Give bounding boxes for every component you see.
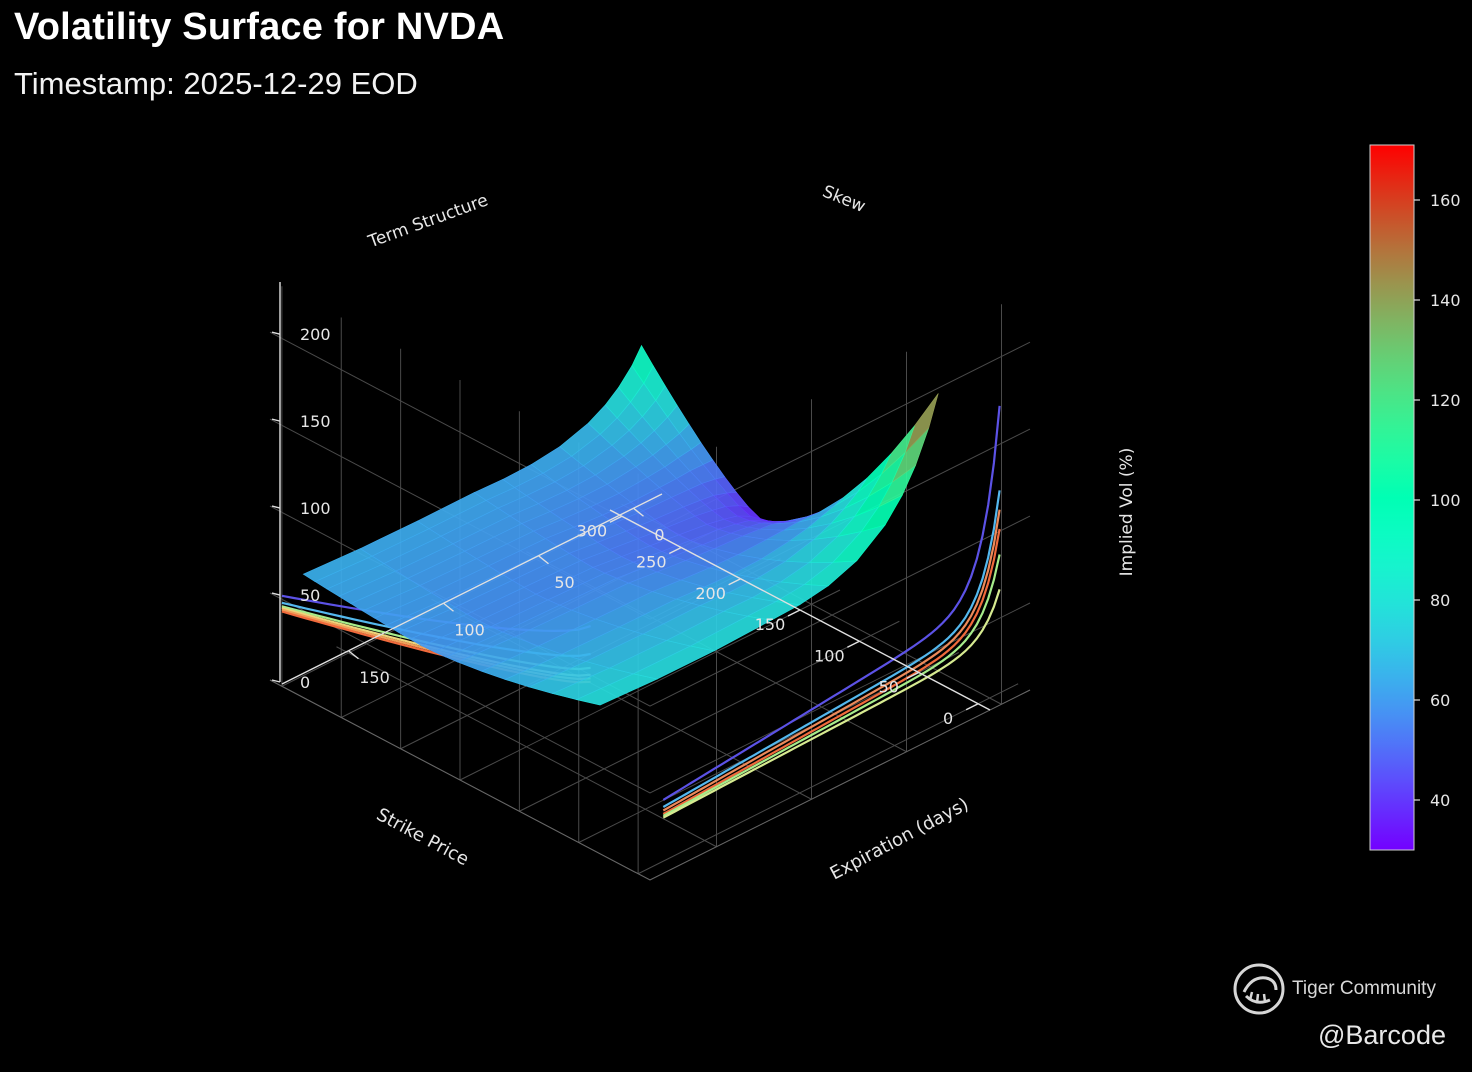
colorbar-tick-label: 80 xyxy=(1430,591,1450,610)
x-tick xyxy=(609,515,623,523)
x-tick-label: 150 xyxy=(755,615,786,634)
y-tick xyxy=(348,650,359,660)
chart-subtitle: Timestamp: 2025-12-29 EOD xyxy=(14,66,418,101)
y-tick xyxy=(633,507,644,517)
y-axis-label: Expiration (days) xyxy=(827,794,973,885)
x-tick-label: 0 xyxy=(943,709,953,728)
z-tick xyxy=(271,505,281,509)
wall-gridline-vol xyxy=(269,679,1031,881)
chart-title: Volatility Surface for NVDA xyxy=(14,6,505,48)
x-tick-label: 100 xyxy=(814,646,845,665)
colorbar-scale xyxy=(1369,144,1415,851)
x-tick-label: 200 xyxy=(695,584,726,603)
x-tick xyxy=(906,671,920,680)
z-tick-label: 0 xyxy=(300,673,310,692)
floor-gridline-expiry xyxy=(336,646,717,848)
z-axis-label: Implied Vol (%) xyxy=(1117,448,1137,577)
z-tick xyxy=(271,679,281,683)
panel-label-skew: Skew xyxy=(820,182,869,217)
surface-patch xyxy=(631,344,654,384)
colorbar-tick-label: 140 xyxy=(1430,291,1461,310)
brand-name: Tiger Community xyxy=(1292,978,1436,999)
z-tick-label: 50 xyxy=(300,586,320,605)
z-tick-label: 100 xyxy=(300,499,331,518)
z-tick-label: 150 xyxy=(300,412,331,431)
y-tick xyxy=(443,602,454,612)
colorbar-tick-label: 160 xyxy=(1430,191,1461,210)
y-axis-line xyxy=(281,493,663,685)
z-tick xyxy=(271,418,281,422)
term-structure-curve-strike-d xyxy=(662,528,1001,815)
y-tick-label: 150 xyxy=(359,668,390,687)
panel-label-term-structure: Term Structure xyxy=(365,190,491,252)
colorbar-tick-label: 120 xyxy=(1430,391,1461,410)
floor-gridline-strike xyxy=(459,589,841,781)
term-structure-curve-strike-a xyxy=(662,405,1001,801)
colorbar-tick-label: 40 xyxy=(1430,791,1450,810)
z-tick xyxy=(271,331,281,335)
x-tick xyxy=(787,609,801,617)
term-structure-curve-strike-b xyxy=(662,490,1001,808)
brand-badge: Tiger Community xyxy=(1232,962,1462,1018)
y-tick-label: 50 xyxy=(554,573,574,592)
y-tick xyxy=(538,555,549,565)
x-tick-label: 50 xyxy=(879,678,899,697)
colorbar-tick-label: 60 xyxy=(1430,691,1450,710)
wall-gridline-vol xyxy=(269,592,1031,794)
y-tick-label: 0 xyxy=(654,525,664,544)
y-tick-label: 100 xyxy=(454,620,485,639)
pane-edge xyxy=(269,679,1031,881)
colorbar-tick-label: 100 xyxy=(1430,491,1461,510)
x-tick xyxy=(728,578,741,586)
floor-gridline-strike xyxy=(519,620,900,812)
colorbar: 40 60 80 100 120 140 160 xyxy=(1369,144,1461,851)
x-tick-label: 250 xyxy=(636,553,667,572)
tiger-logo-icon xyxy=(1233,963,1285,1015)
x-axis-label: Strike Price xyxy=(373,804,472,870)
term-structure-curve-strike-f xyxy=(662,589,1001,819)
z-tick-label: 200 xyxy=(300,325,331,344)
surface xyxy=(302,344,939,706)
floor-gridline-strike xyxy=(637,683,1019,875)
author-handle: @Barcode xyxy=(1318,1020,1446,1050)
x-tick xyxy=(965,703,979,711)
term-structure-curve-strike-e xyxy=(662,554,1001,817)
x-tick xyxy=(847,640,860,648)
term-structure-curve-strike-c xyxy=(662,509,1001,812)
z-tick xyxy=(271,592,281,596)
x-tick xyxy=(668,546,682,555)
